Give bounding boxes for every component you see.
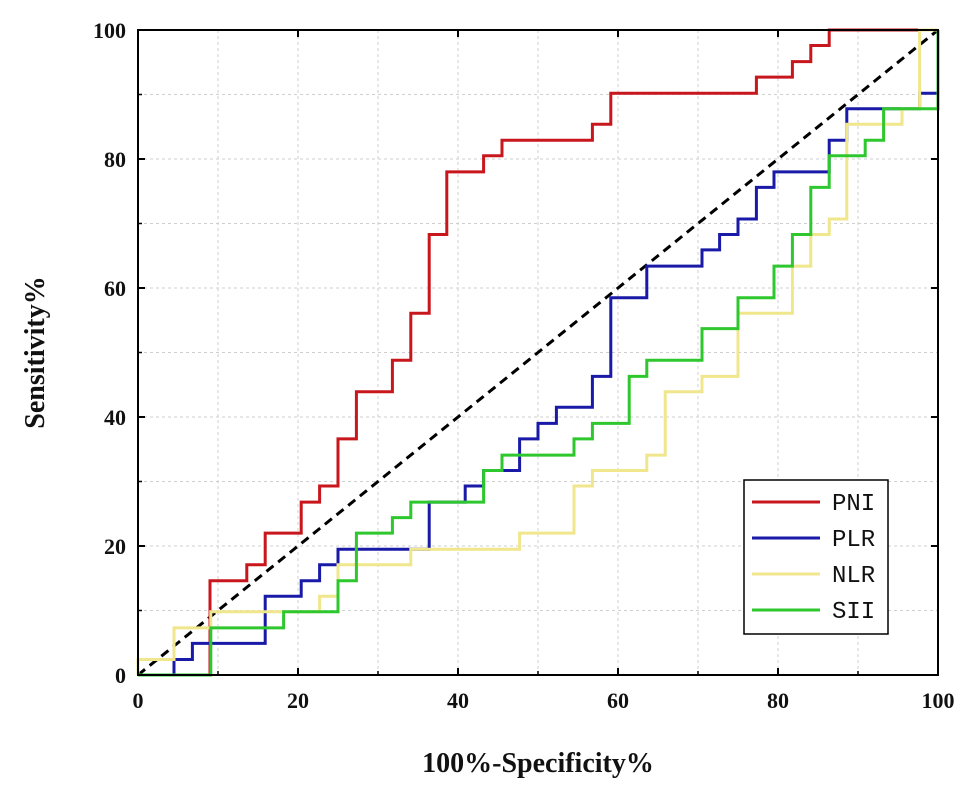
series-line-pni [138,28,938,677]
x-tick-label: 80 [767,688,789,713]
x-axis-title: 100%-Specificity% [422,748,654,779]
y-tick-label: 20 [104,534,126,559]
x-tick-label: 100 [922,688,955,713]
x-tick-label: 60 [607,688,629,713]
x-tick-label: 40 [447,688,469,713]
series-line-plr [138,30,940,677]
y-tick-label: 60 [104,276,126,301]
series-line-nlr [136,28,938,675]
legend-items: PNI PLR NLR SII [752,491,875,626]
legend-item-plr: PLR [752,527,875,554]
series-line-sii [138,30,940,677]
series-group [136,28,940,677]
legend-box [743,479,889,635]
legend-item-pni: PNI [752,491,875,518]
reference-diagonal [137,28,939,677]
y-tick-label: 0 [115,663,126,688]
legend-label: NLR [832,563,875,590]
x-tick-label: 0 [133,688,144,713]
x-tick-label: 20 [287,688,309,713]
y-tick-label: 100 [93,18,126,43]
legend-label: SII [832,599,875,626]
y-tick-label: 80 [104,147,126,172]
reference-line [137,28,939,677]
legend-label: PLR [832,527,875,554]
axis-ticks: 0 20 40 60 80 100 0 20 40 60 80 100 [93,18,955,713]
y-tick-label: 40 [104,405,126,430]
legend: PNI PLR NLR SII [743,479,889,635]
legend-item-nlr: NLR [752,563,875,590]
legend-label: PNI [832,491,875,518]
y-axis-title: Sensitivity% [20,276,51,428]
legend-item-sii: SII [752,599,875,626]
